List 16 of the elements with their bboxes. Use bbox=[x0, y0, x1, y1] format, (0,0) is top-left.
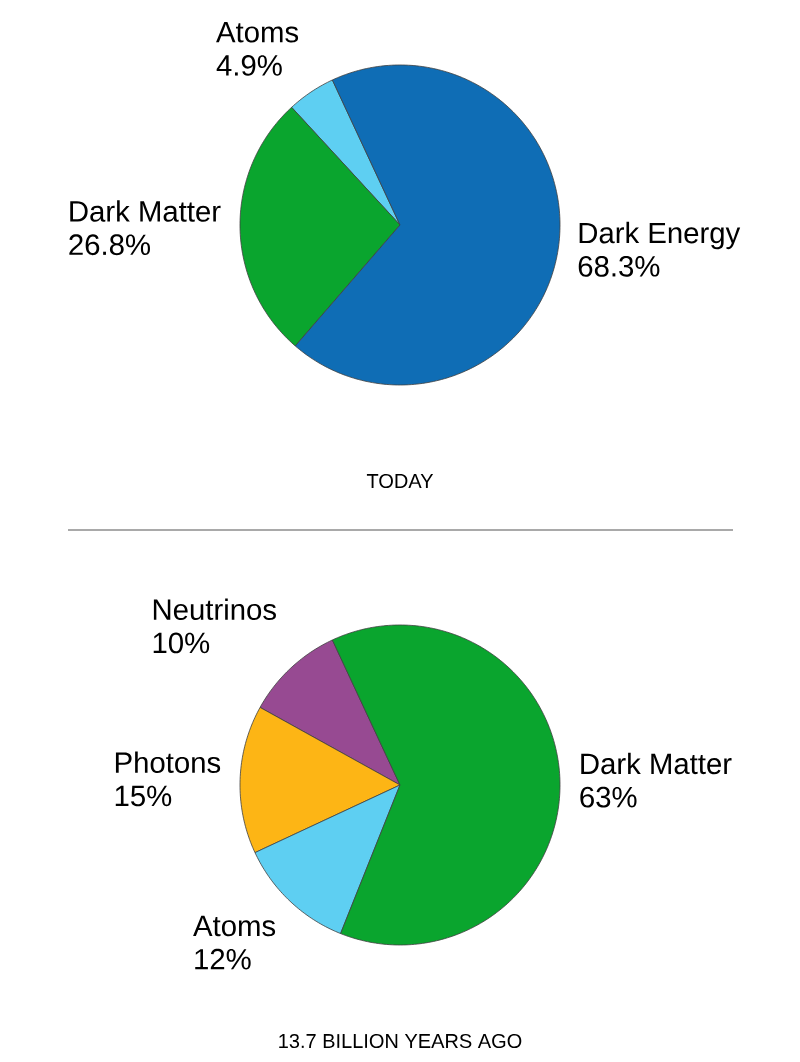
data-label: 10% bbox=[153, 632, 210, 654]
data-label: 26.8% bbox=[69, 234, 150, 256]
slice-label: Atoms bbox=[193, 915, 276, 937]
slice-label: Photons bbox=[115, 751, 221, 773]
slice-label: Neutrinos bbox=[153, 598, 276, 621]
slice-label: Dark Energy bbox=[579, 221, 741, 250]
slice-label: Dark Matter bbox=[70, 200, 221, 222]
data-label: 12% bbox=[195, 948, 251, 970]
slice-label: Atoms bbox=[216, 22, 299, 43]
text: 13.7 BILLION YEARS AGO bbox=[279, 1033, 522, 1049]
data-label: 4.9% bbox=[216, 55, 282, 76]
data-label: 68.3% bbox=[578, 255, 660, 277]
data-label: 15% bbox=[115, 785, 172, 807]
text: TODAY bbox=[366, 473, 434, 489]
slice-label: Dark Matter bbox=[581, 752, 732, 775]
data-label: 63% bbox=[580, 786, 637, 808]
